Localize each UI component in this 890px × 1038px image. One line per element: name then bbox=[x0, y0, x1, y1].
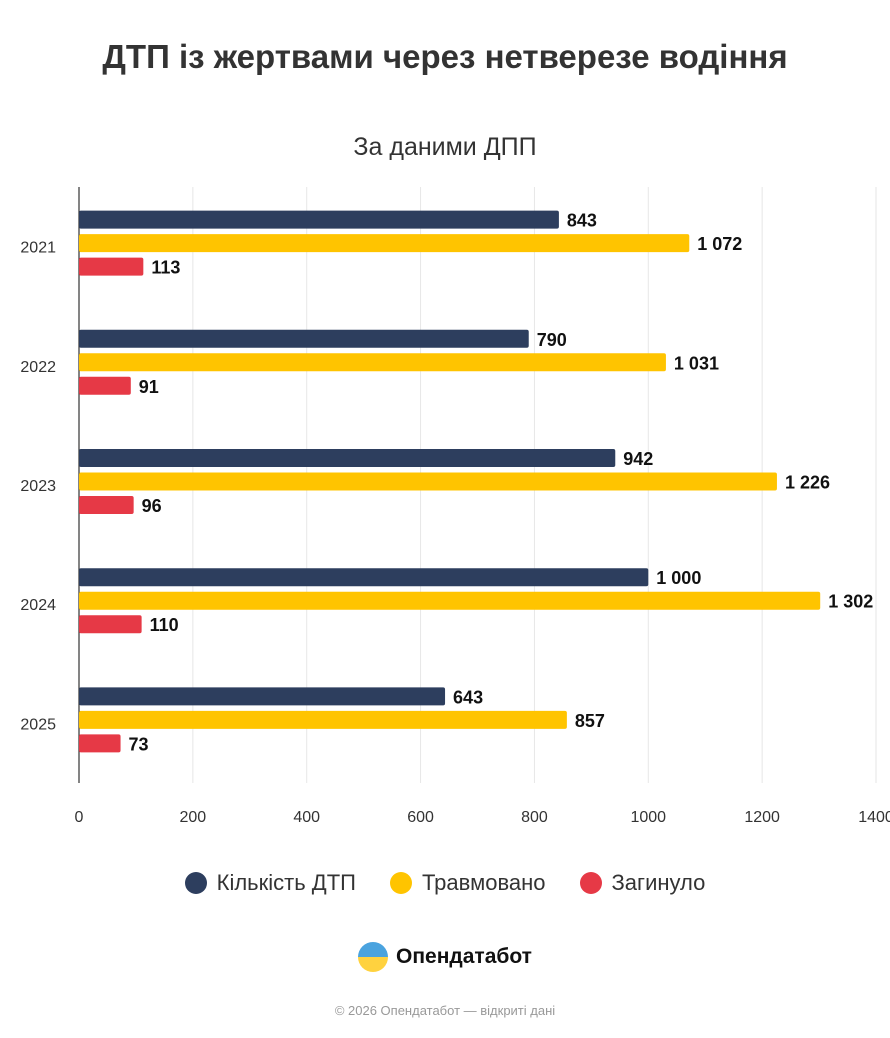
legend-dot bbox=[389, 872, 412, 894]
x-tick-label: 1400 bbox=[858, 809, 890, 826]
legend: Кількість ДТП Травмовано Загинуло bbox=[0, 870, 890, 896]
y-tick-label: 2024 bbox=[20, 597, 56, 614]
bar bbox=[79, 734, 121, 753]
x-tick-label: 0 bbox=[75, 809, 84, 826]
legend-label: Загинуло bbox=[611, 870, 706, 895]
y-tick-label: 2023 bbox=[20, 478, 56, 495]
data-label: 1 000 bbox=[656, 568, 701, 588]
data-label: 1 226 bbox=[785, 473, 830, 493]
x-tick-label: 200 bbox=[180, 809, 207, 826]
x-tick-label: 800 bbox=[521, 809, 548, 826]
brand-logo-icon bbox=[358, 942, 389, 972]
data-label: 857 bbox=[575, 711, 605, 731]
legend-dot bbox=[579, 872, 602, 894]
x-tick-label: 600 bbox=[407, 809, 434, 826]
data-label: 643 bbox=[453, 687, 483, 707]
copyright: © 2026 Опендатабот — відкриті дані bbox=[334, 1003, 556, 1018]
data-label: 1 072 bbox=[697, 234, 742, 254]
bar bbox=[79, 329, 529, 348]
bar-chart: 0 200 400 600 800 1000 1200 1400 2021 843 1 072 113… bbox=[20, 187, 890, 826]
legend-item[interactable]: Загинуло bbox=[579, 870, 706, 896]
legend-label: Кількість ДТП bbox=[216, 870, 356, 895]
data-label: 1 302 bbox=[828, 592, 873, 612]
bar bbox=[79, 615, 142, 634]
bar bbox=[79, 496, 134, 514]
chart-title: ДТП із жертвами через нетверезе водіння bbox=[102, 38, 788, 75]
y-tick-label: 2022 bbox=[20, 359, 56, 376]
data-label: 110 bbox=[150, 615, 179, 635]
legend-label: Травмовано bbox=[421, 870, 546, 895]
bar bbox=[79, 591, 821, 610]
x-tick-label: 400 bbox=[293, 809, 320, 826]
data-label: 1 031 bbox=[674, 353, 719, 373]
bar bbox=[79, 687, 446, 706]
bar bbox=[79, 376, 131, 395]
bar bbox=[79, 210, 559, 229]
bar bbox=[79, 568, 649, 587]
bar bbox=[79, 353, 666, 372]
data-label: 73 bbox=[129, 734, 149, 754]
bar bbox=[79, 449, 616, 467]
y-tick-label: 2025 bbox=[20, 716, 56, 733]
data-label: 790 bbox=[537, 330, 567, 350]
brand-name: Опендатабот bbox=[396, 945, 532, 968]
x-tick-label: 1200 bbox=[744, 809, 780, 826]
legend-dot bbox=[184, 872, 207, 894]
chart-subtitle: За даними ДПП bbox=[353, 133, 537, 161]
data-label: 942 bbox=[623, 449, 653, 469]
x-tick-label: 1000 bbox=[630, 809, 666, 826]
y-tick-label: 2021 bbox=[20, 240, 56, 257]
bar bbox=[79, 710, 567, 729]
legend-item[interactable]: Травмовано bbox=[389, 870, 546, 896]
legend-item[interactable]: Кількість ДТП bbox=[184, 870, 356, 896]
bar bbox=[79, 234, 690, 253]
data-label: 96 bbox=[142, 496, 162, 516]
bar bbox=[79, 472, 777, 491]
data-label: 113 bbox=[151, 258, 180, 278]
bar bbox=[79, 257, 144, 276]
data-label: 843 bbox=[567, 211, 597, 231]
data-label: 91 bbox=[139, 377, 159, 397]
brand: Опендатабот bbox=[0, 942, 890, 972]
